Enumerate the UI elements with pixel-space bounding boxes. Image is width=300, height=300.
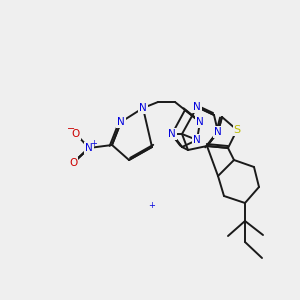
Text: N: N (117, 117, 125, 127)
Text: N: N (139, 103, 147, 113)
Text: O: O (69, 158, 77, 168)
Text: O: O (72, 129, 80, 139)
Text: N: N (196, 117, 204, 127)
Text: N: N (193, 135, 201, 145)
Text: N: N (214, 127, 222, 137)
Text: S: S (233, 125, 241, 135)
Text: N: N (193, 102, 201, 112)
Text: N: N (168, 129, 176, 139)
Text: N: N (85, 143, 93, 153)
Text: −: − (67, 124, 75, 134)
Text: +: + (91, 139, 98, 148)
Text: +: + (148, 200, 155, 209)
